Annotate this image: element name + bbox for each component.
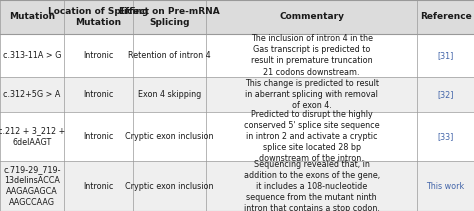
Bar xyxy=(133,161,206,211)
Text: Exon 4 skipping: Exon 4 skipping xyxy=(138,90,201,99)
Bar xyxy=(64,34,133,77)
Bar xyxy=(133,34,206,77)
Bar xyxy=(206,34,417,77)
Text: Intronic: Intronic xyxy=(83,90,114,99)
Bar xyxy=(417,77,474,112)
Text: [31]: [31] xyxy=(438,51,454,60)
Text: Retention of intron 4: Retention of intron 4 xyxy=(128,51,211,60)
Text: Predicted to disrupt the highly
conserved 5' splice site sequence
in intron 2 an: Predicted to disrupt the highly conserve… xyxy=(244,110,380,163)
Text: Effect on Pre-mRNA
Splicing: Effect on Pre-mRNA Splicing xyxy=(119,7,220,27)
Text: Commentary: Commentary xyxy=(279,12,344,21)
Text: Reference: Reference xyxy=(419,12,472,21)
Text: This change is predicted to result
in aberrant splicing with removal
of exon 4.: This change is predicted to result in ab… xyxy=(245,79,379,110)
Bar xyxy=(206,112,417,161)
Bar xyxy=(417,0,474,34)
Bar xyxy=(0,77,64,112)
Bar xyxy=(64,112,133,161)
Bar xyxy=(133,0,206,34)
Bar xyxy=(206,0,417,34)
Text: Intronic: Intronic xyxy=(83,182,114,191)
Text: Intronic: Intronic xyxy=(83,51,114,60)
Text: [33]: [33] xyxy=(438,132,454,141)
Bar xyxy=(64,0,133,34)
Bar xyxy=(206,161,417,211)
Bar xyxy=(133,77,206,112)
Text: This work: This work xyxy=(427,182,465,191)
Bar xyxy=(0,0,64,34)
Bar xyxy=(0,161,64,211)
Bar xyxy=(417,161,474,211)
Text: Mutation: Mutation xyxy=(9,12,55,21)
Text: c.313-11A > G: c.313-11A > G xyxy=(3,51,61,60)
Text: c.719-29_719-
13delinsACCA
AAGAGAGCA
AAGCCAAG: c.719-29_719- 13delinsACCA AAGAGAGCA AAG… xyxy=(3,165,61,207)
Text: [32]: [32] xyxy=(438,90,454,99)
Text: Location of Splicing
Mutation: Location of Splicing Mutation xyxy=(48,7,148,27)
Bar xyxy=(64,77,133,112)
Bar xyxy=(417,34,474,77)
Text: The inclusion of intron 4 in the
Gas transcript is predicted to
result in premat: The inclusion of intron 4 in the Gas tra… xyxy=(251,34,373,77)
Bar xyxy=(0,112,64,161)
Text: Cryptic exon inclusion: Cryptic exon inclusion xyxy=(125,182,214,191)
Text: Cryptic exon inclusion: Cryptic exon inclusion xyxy=(125,132,214,141)
Text: c.212 + 3_212 +
6delAAGT: c.212 + 3_212 + 6delAAGT xyxy=(0,127,65,147)
Bar xyxy=(64,161,133,211)
Text: Sequencing revealed that, in
addition to the exons of the gene,
it includes a 10: Sequencing revealed that, in addition to… xyxy=(244,160,380,211)
Text: Intronic: Intronic xyxy=(83,132,114,141)
Bar xyxy=(206,77,417,112)
Text: c.312+5G > A: c.312+5G > A xyxy=(3,90,61,99)
Bar xyxy=(133,112,206,161)
Bar xyxy=(417,112,474,161)
Bar xyxy=(0,34,64,77)
